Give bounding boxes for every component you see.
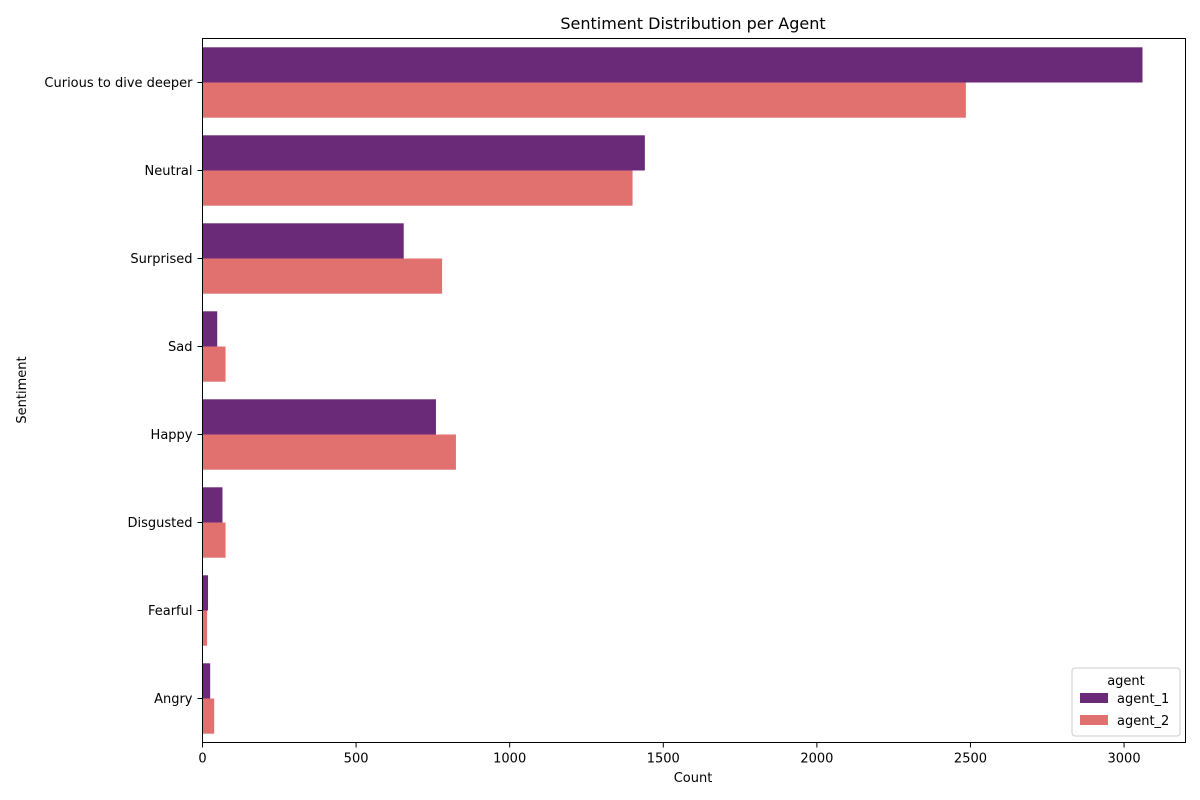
- bar-happy-agent-1: [202, 399, 436, 435]
- bar-sad-agent-1: [202, 311, 218, 347]
- legend-label-agent-1: agent_1: [1117, 692, 1169, 707]
- bar-surprised-agent-1: [202, 223, 404, 259]
- y-tick-label-sad: Sad: [168, 340, 192, 355]
- x-tick-label-3000: 3000: [1108, 752, 1141, 767]
- x-tick-label-1000: 1000: [493, 752, 526, 767]
- x-tick-label-500: 500: [344, 752, 369, 767]
- legend-label-agent-2: agent_2: [1117, 714, 1169, 729]
- y-tick-label-neutral: Neutral: [145, 164, 193, 179]
- bar-curious-to-dive-deeper-agent-1: [202, 47, 1143, 83]
- y-tick-label-surprised: Surprised: [130, 252, 192, 267]
- bar-neutral-agent-1: [202, 135, 645, 171]
- chart-title: Sentiment Distribution per Agent: [560, 14, 825, 33]
- ticks-layer: Curious to dive deeper Neutral Surprised Sa…: [44, 76, 1140, 767]
- bar-sad-agent-2: [202, 346, 226, 382]
- bar-curious-to-dive-deeper-agent-2: [202, 82, 966, 118]
- bar-angry-agent-2: [202, 698, 215, 734]
- legend: agent agent_1 agent_2: [1071, 667, 1181, 737]
- y-tick-label-fearful: Fearful: [148, 604, 193, 619]
- legend-swatch-agent-2: [1080, 715, 1108, 725]
- bar-happy-agent-2: [202, 434, 456, 470]
- bar-angry-agent-1: [202, 663, 211, 699]
- x-tick-label-1500: 1500: [647, 752, 680, 767]
- bar-surprised-agent-2: [202, 258, 443, 294]
- bar-neutral-agent-2: [202, 170, 633, 206]
- bar-disgusted-agent-2: [202, 522, 226, 558]
- y-tick-label-angry: Angry: [154, 692, 193, 707]
- bar-fearful-agent-1: [202, 575, 209, 611]
- y-tick-label-curious-to-dive-deeper: Curious to dive deeper: [44, 76, 193, 91]
- bar-fearful-agent-2: [202, 610, 208, 646]
- legend-swatch-agent-1: [1080, 693, 1108, 703]
- y-tick-label-disgusted: Disgusted: [127, 516, 192, 531]
- x-axis-title: Count: [674, 771, 713, 786]
- x-tick-label-2000: 2000: [800, 752, 833, 767]
- y-tick-label-happy: Happy: [151, 428, 193, 443]
- plot-frame: [202, 38, 1186, 743]
- bars-layer: [202, 47, 1143, 734]
- y-axis-title: Sentiment: [15, 356, 30, 423]
- legend-title: agent: [1107, 674, 1145, 689]
- bar-disgusted-agent-1: [202, 487, 223, 523]
- x-tick-label-0: 0: [198, 752, 206, 767]
- x-tick-label-2500: 2500: [954, 752, 987, 767]
